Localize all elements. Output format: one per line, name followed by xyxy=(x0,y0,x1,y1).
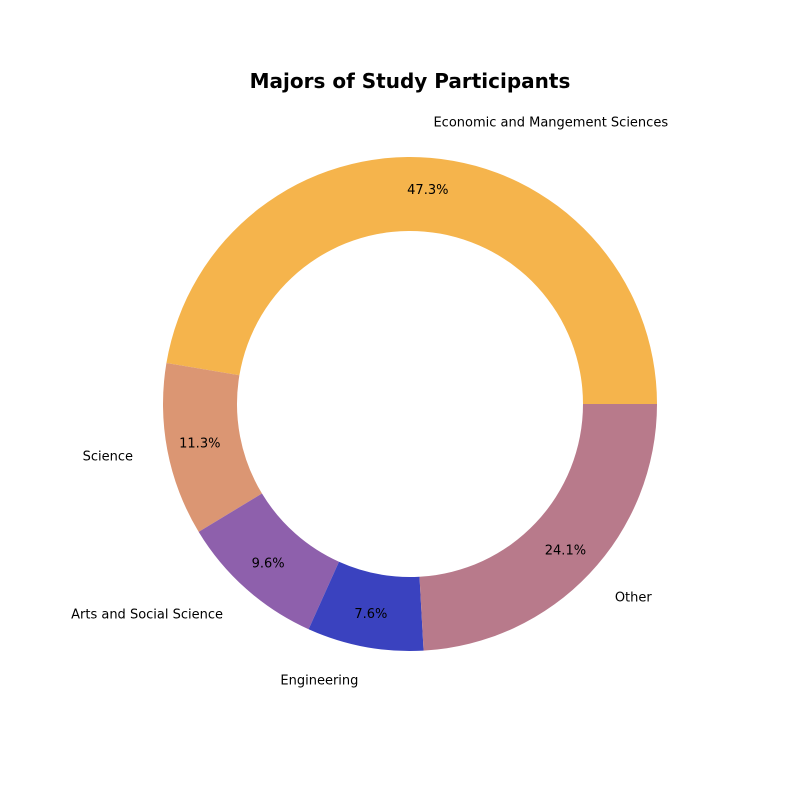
slice-label-other: Other xyxy=(615,590,653,605)
percent-label-science: 11.3% xyxy=(179,437,220,452)
slice-label-engineering: Engineering xyxy=(280,674,358,689)
slice-engineering xyxy=(308,561,424,651)
slice-label-economic-and-mangement-sciences: Economic and Mangement Sciences xyxy=(433,115,668,130)
slice-science xyxy=(162,363,262,532)
percent-label-engineering: 7.6% xyxy=(354,607,387,622)
slice-label-science: Science xyxy=(83,449,133,464)
slice-arts-and-social-science xyxy=(198,493,339,630)
slice-other xyxy=(419,404,657,651)
slice-economic-and-mangement-sciences xyxy=(166,157,658,404)
donut-slices xyxy=(162,157,658,651)
percent-label-arts-and-social-science: 9.6% xyxy=(252,557,285,572)
percent-labels: 47.3% 11.3% 9.6% 7.6% 24.1% xyxy=(179,183,586,622)
slice-labels: Economic and Mangement Sciences Science Ar… xyxy=(71,115,668,688)
percent-label-other: 24.1% xyxy=(545,544,586,559)
slice-label-arts-and-social-science: Arts and Social Science xyxy=(71,608,223,623)
percent-label-economic-and-mangement-sciences: 47.3% xyxy=(407,183,448,198)
chart-title: Majors of Study Participants xyxy=(250,69,571,93)
